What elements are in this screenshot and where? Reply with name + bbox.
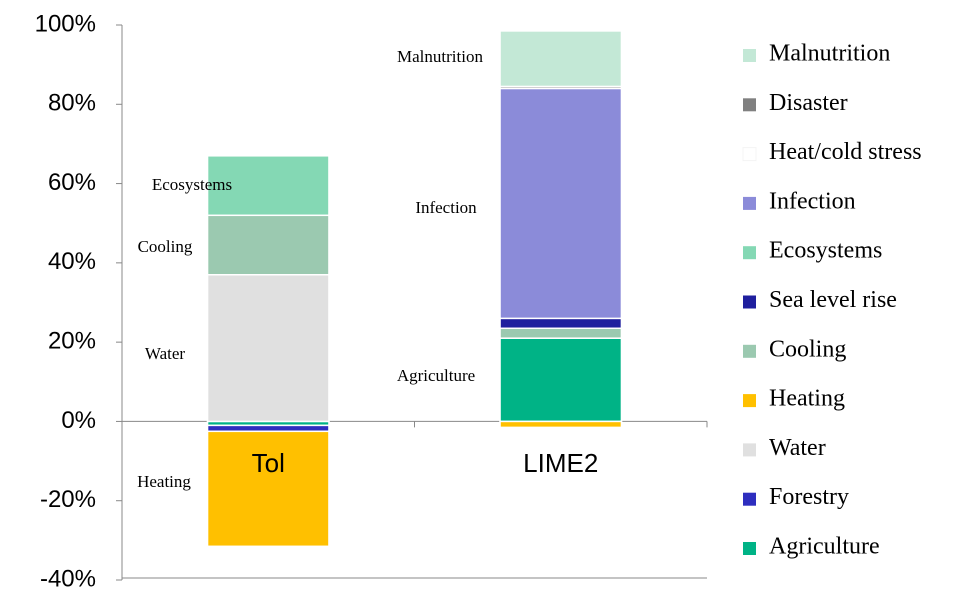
- legend-marker: [743, 246, 756, 260]
- y-tick-label: -40%: [40, 565, 96, 592]
- legend-label: Infection: [769, 188, 856, 214]
- annotation: Agriculture: [397, 366, 475, 385]
- legend-label: Sea level rise: [769, 287, 897, 313]
- y-tick-label: 80%: [48, 90, 96, 117]
- legend-label: Ecosystems: [769, 238, 882, 264]
- legend-label: Disaster: [769, 90, 848, 116]
- annotation: Water: [145, 344, 185, 363]
- y-tick-label: -20%: [40, 486, 96, 513]
- annotation: Cooling: [138, 237, 193, 256]
- bar-segment: [206, 430, 330, 548]
- legend-marker: [743, 98, 756, 112]
- y-tick-label: 100%: [35, 10, 96, 37]
- bar-segment: [499, 337, 623, 423]
- annotation: Malnutrition: [397, 47, 483, 66]
- legend-marker: [743, 443, 756, 457]
- bar-segment: [499, 317, 623, 330]
- legend-marker: [743, 394, 756, 408]
- bar-segment: [499, 420, 623, 429]
- legend-marker: [743, 49, 756, 62]
- bar-segment: [499, 327, 623, 339]
- legend-label: Heat/cold stress: [769, 139, 922, 165]
- legend-marker: [743, 295, 756, 309]
- legend-marker: [743, 492, 756, 506]
- legend-marker: [743, 196, 756, 210]
- legend-label: Water: [769, 435, 826, 461]
- y-tick-label: 20%: [48, 327, 96, 354]
- annotation: Infection: [415, 198, 477, 217]
- y-tick-label: 60%: [48, 169, 96, 196]
- bar-segment: [206, 274, 330, 423]
- legend-label: Malnutrition: [769, 41, 890, 67]
- y-tick-label: 0%: [61, 407, 96, 434]
- legend-marker: [742, 147, 757, 162]
- legend-label: Heating: [769, 386, 845, 412]
- legend-label: Cooling: [769, 336, 846, 362]
- x-tick-label: LIME2: [523, 448, 598, 478]
- bar-segment: [206, 155, 330, 217]
- bar-segment: [499, 87, 623, 320]
- legend-marker: [743, 344, 756, 358]
- bar-segment: [499, 30, 623, 88]
- bar-segment: [206, 214, 330, 276]
- bar-segment: [206, 424, 330, 433]
- annotation: Heating: [137, 472, 191, 491]
- legend-label: Agriculture: [769, 534, 880, 560]
- legend-marker: [743, 542, 756, 555]
- legend-label: Forestry: [769, 484, 849, 510]
- annotation: Ecosystems: [152, 175, 232, 194]
- x-tick-label: Tol: [252, 448, 285, 478]
- y-tick-label: 40%: [48, 248, 96, 275]
